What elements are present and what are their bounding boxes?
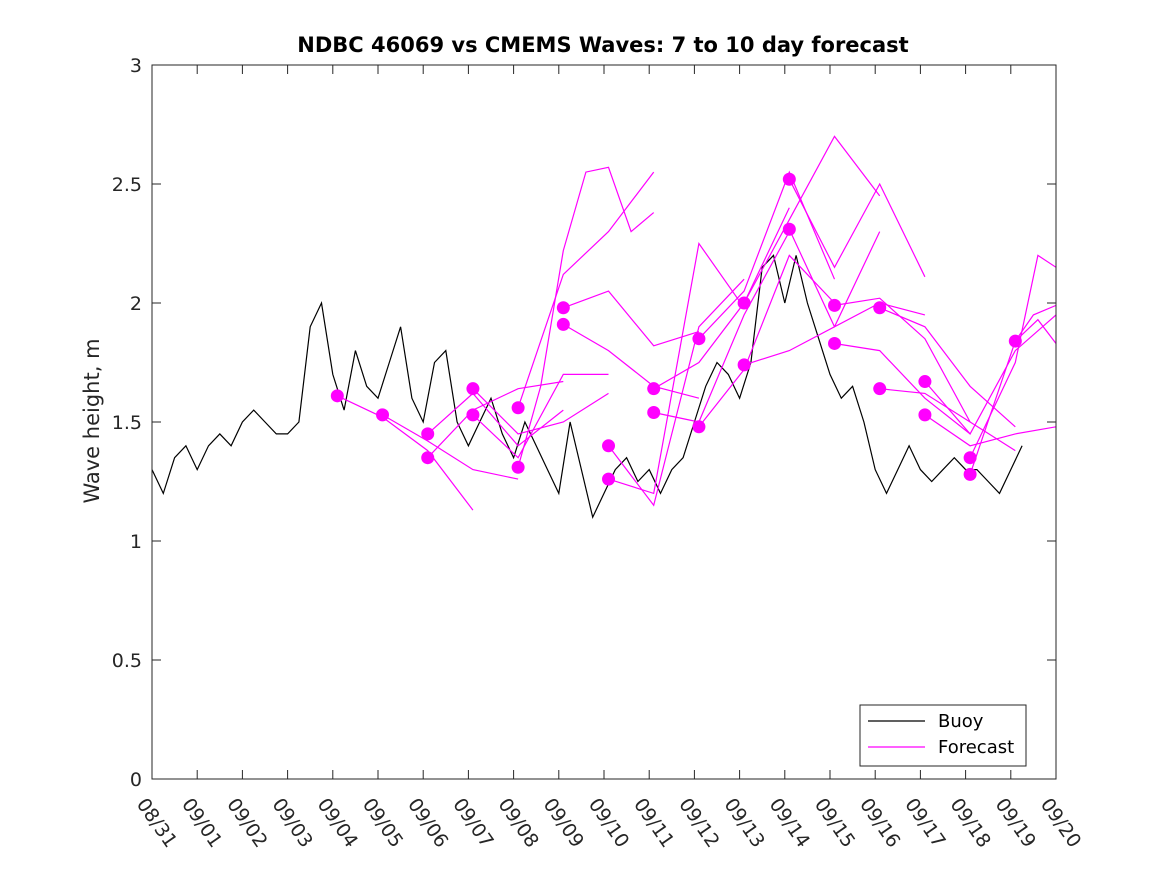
forecast-series-line-11: [608, 241, 745, 495]
forecast-series-line-18: [788, 178, 926, 278]
forecast-series-line-13: [653, 231, 790, 423]
forecast-start-point-25: [918, 408, 932, 422]
y-tick-label-1: 0.5: [112, 650, 142, 672]
forecast-start-point-20: [828, 298, 842, 312]
legend-buoy-label: Buoy: [938, 711, 984, 732]
forecast-series-line-19: [788, 228, 926, 328]
forecast-start-point-11: [602, 472, 616, 486]
forecast-start-point-5: [466, 408, 480, 422]
y-tick-label-0: 0: [130, 769, 142, 791]
forecast-start-point-18: [782, 172, 796, 186]
y-tick-label-2: 1: [130, 531, 142, 553]
forecast-start-point-2: [421, 451, 435, 465]
forecast-start-point-6: [511, 460, 525, 474]
forecast-series-line-8: [563, 290, 700, 347]
forecast-series-line-7: [517, 171, 655, 408]
forecast-series-line-1: [382, 414, 519, 480]
forecast-series-line-9: [562, 323, 700, 399]
forecast-start-point-17: [737, 358, 751, 372]
forecast-start-point-26: [963, 451, 977, 465]
buoy-series-line: [152, 254, 1023, 519]
forecast-start-point-21: [828, 336, 842, 350]
forecast-start-point-4: [466, 382, 480, 396]
forecast-series-line-17: [743, 231, 881, 366]
legend-forecast-label: Forecast: [938, 737, 1014, 758]
forecast-start-point-12: [647, 382, 661, 396]
forecast-start-point-19: [782, 222, 796, 236]
forecast-start-point-15: [692, 420, 706, 434]
forecast-series-line-16: [743, 135, 881, 304]
forecast-start-point-23: [873, 382, 887, 396]
y-tick-label-6: 3: [130, 55, 142, 77]
forecast-series-line-20: [834, 297, 971, 423]
forecast-start-point-22: [873, 301, 887, 315]
forecast-start-point-1: [376, 408, 390, 422]
forecast-start-point-28: [1008, 334, 1022, 348]
forecast-series-line-0: [337, 395, 474, 511]
legend: Buoy Forecast: [859, 704, 1027, 767]
legend-box: [859, 704, 1027, 767]
forecast-start-point-8: [556, 301, 570, 315]
forecast-series-line-10: [608, 278, 745, 507]
forecast-start-point-16: [737, 296, 751, 310]
forecast-series-line-14: [698, 170, 836, 340]
forecast-series-line-25: [924, 414, 1056, 447]
forecast-series-line-5: [472, 373, 609, 459]
forecast-start-point-10: [602, 439, 616, 453]
forecast-series-line-28: [1014, 304, 1056, 342]
forecast-start-point-9: [556, 317, 570, 331]
forecast-start-point-13: [647, 405, 661, 419]
forecast-series-line-12: [653, 207, 790, 390]
forecast-start-point-14: [692, 332, 706, 346]
y-tick-label-3: 1.5: [112, 412, 142, 434]
y-tick-label-4: 2: [130, 293, 142, 315]
forecast-series-line-27: [969, 318, 1056, 475]
forecast-series-line-6: [517, 166, 655, 468]
forecast-series-line-26: [969, 254, 1056, 458]
forecast-start-point-7: [511, 401, 525, 415]
forecast-series-line-4: [472, 388, 609, 435]
y-tick-label-5: 2.5: [112, 174, 142, 196]
forecast-start-point-3: [421, 427, 435, 441]
y-axis-label: Wave height, m: [80, 338, 104, 503]
forecast-start-point-0: [330, 389, 344, 403]
forecast-start-point-27: [963, 467, 977, 481]
forecast-start-point-24: [918, 375, 932, 389]
forecast-series-line-24: [924, 314, 1056, 435]
forecast-series-line-21: [834, 342, 971, 435]
chart-title: NDBC 46069 vs CMEMS Waves: 7 to 10 day f…: [297, 33, 908, 57]
